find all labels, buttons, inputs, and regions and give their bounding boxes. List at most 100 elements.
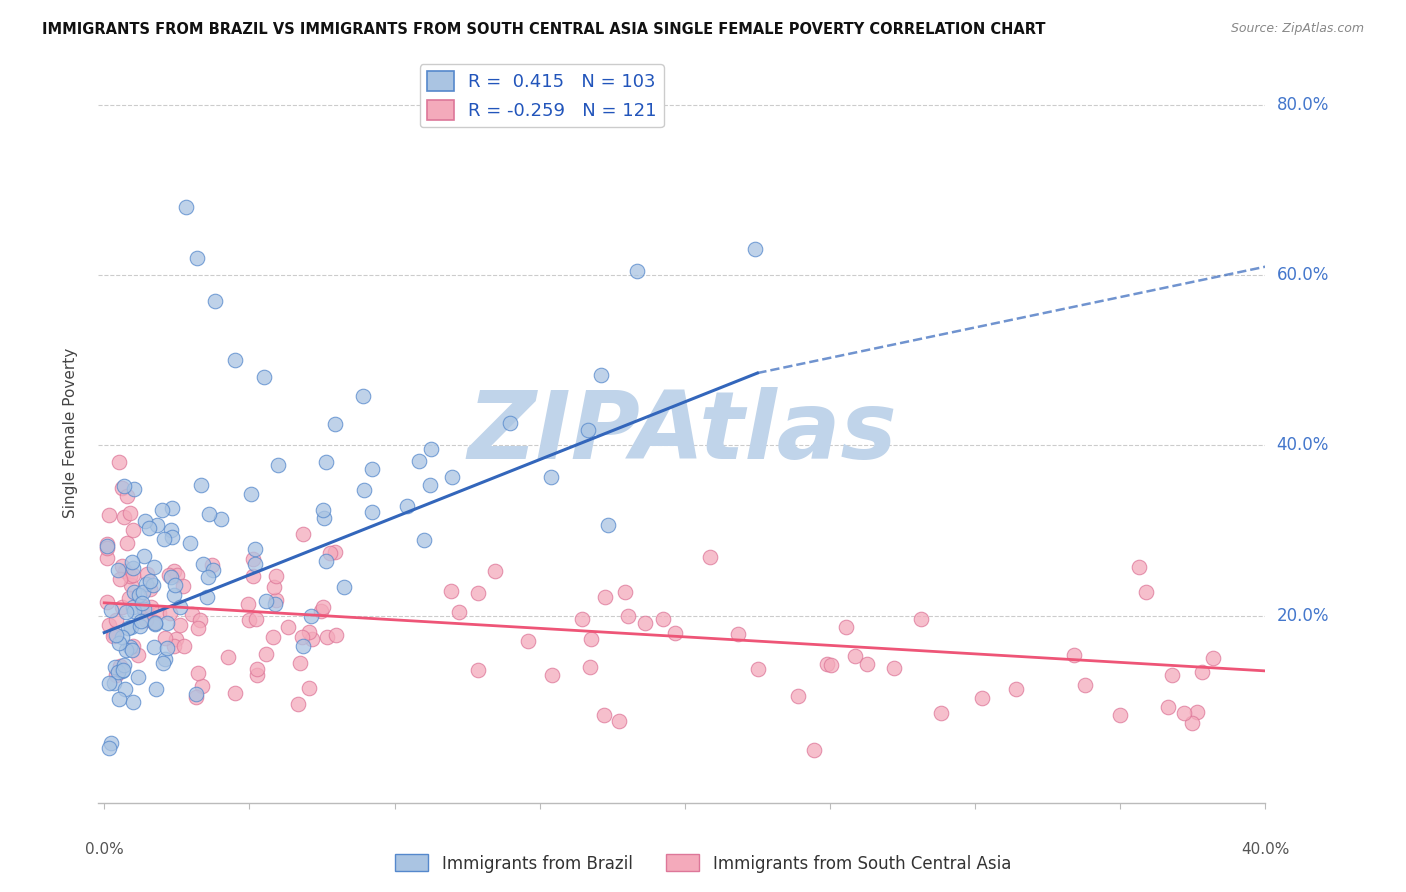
Point xyxy=(96,537,118,551)
Point xyxy=(153,652,176,666)
Point xyxy=(131,596,153,610)
Point xyxy=(122,600,145,615)
Point xyxy=(121,643,143,657)
Point xyxy=(541,668,564,682)
Point xyxy=(186,251,208,265)
Point xyxy=(835,620,858,634)
Point xyxy=(108,692,131,706)
Point xyxy=(111,630,134,644)
Point xyxy=(246,667,269,681)
Point xyxy=(107,563,129,577)
Point xyxy=(323,417,346,431)
Point xyxy=(589,368,612,383)
Point xyxy=(107,665,129,680)
Point xyxy=(972,690,994,705)
Point xyxy=(180,607,202,621)
Point xyxy=(122,604,145,618)
Point xyxy=(143,617,166,632)
Point xyxy=(141,578,163,592)
Point xyxy=(127,670,149,684)
Point xyxy=(297,681,319,696)
Point xyxy=(267,458,290,473)
Point xyxy=(134,514,156,528)
Point xyxy=(112,478,135,492)
Point xyxy=(131,599,153,613)
Point xyxy=(626,263,648,277)
Point xyxy=(117,490,139,504)
Point xyxy=(186,690,208,704)
Point xyxy=(97,617,120,632)
Point xyxy=(1185,705,1208,719)
Point xyxy=(118,568,141,582)
Point xyxy=(243,542,266,557)
Point xyxy=(163,639,186,653)
Point xyxy=(120,578,142,592)
Point xyxy=(1063,648,1085,662)
Point xyxy=(108,572,131,586)
Point xyxy=(1005,681,1028,696)
Point xyxy=(298,624,321,639)
Point xyxy=(579,660,602,674)
Point xyxy=(190,478,212,492)
Point xyxy=(100,736,122,750)
Point xyxy=(787,690,810,704)
Point xyxy=(855,657,877,671)
Point xyxy=(607,714,630,729)
Point xyxy=(145,682,167,697)
Point xyxy=(727,626,749,640)
Point xyxy=(166,568,188,582)
Point xyxy=(395,499,418,513)
Point xyxy=(198,507,221,521)
Point xyxy=(172,579,194,593)
Legend: Immigrants from Brazil, Immigrants from South Central Asia: Immigrants from Brazil, Immigrants from … xyxy=(388,847,1018,880)
Point xyxy=(165,632,187,646)
Point xyxy=(103,676,125,690)
Point xyxy=(333,580,356,594)
Legend: R =  0.415   N = 103, R = -0.259   N = 121: R = 0.415 N = 103, R = -0.259 N = 121 xyxy=(419,64,664,128)
Point xyxy=(209,512,232,526)
Point xyxy=(277,620,299,634)
Point xyxy=(150,503,173,517)
Point xyxy=(122,585,145,599)
Point xyxy=(264,597,287,611)
Point xyxy=(135,577,157,591)
Point xyxy=(129,615,152,629)
Point xyxy=(160,500,183,515)
Point xyxy=(571,612,593,626)
Point xyxy=(301,632,323,647)
Point xyxy=(803,743,825,757)
Point xyxy=(292,639,315,653)
Point xyxy=(136,567,159,582)
Point xyxy=(440,583,463,598)
Point xyxy=(254,594,277,608)
Point xyxy=(122,639,145,653)
Point xyxy=(254,648,277,662)
Point xyxy=(98,675,121,690)
Point xyxy=(195,590,218,604)
Point xyxy=(103,629,125,643)
Point xyxy=(224,686,246,700)
Point xyxy=(592,708,614,723)
Point xyxy=(236,597,259,611)
Point xyxy=(163,564,186,578)
Point xyxy=(162,530,184,544)
Point xyxy=(142,640,165,655)
Point xyxy=(467,586,489,600)
Point xyxy=(239,487,262,501)
Point xyxy=(197,570,219,584)
Point xyxy=(128,588,150,602)
Point xyxy=(1202,651,1225,665)
Point xyxy=(122,561,145,575)
Point xyxy=(266,569,288,583)
Point xyxy=(664,626,686,640)
Point xyxy=(96,551,118,566)
Point xyxy=(744,242,766,256)
Point xyxy=(1128,560,1150,574)
Point xyxy=(97,508,120,523)
Point xyxy=(217,650,239,665)
Point xyxy=(1191,665,1213,679)
Point xyxy=(929,706,952,720)
Point xyxy=(288,656,311,670)
Point xyxy=(105,667,128,681)
Point xyxy=(115,643,138,657)
